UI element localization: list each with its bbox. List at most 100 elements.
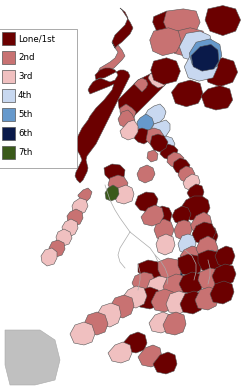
Polygon shape bbox=[163, 312, 186, 335]
Polygon shape bbox=[210, 281, 234, 304]
Polygon shape bbox=[78, 188, 92, 202]
Polygon shape bbox=[201, 85, 233, 110]
Polygon shape bbox=[179, 31, 213, 61]
Polygon shape bbox=[166, 291, 190, 314]
Polygon shape bbox=[198, 250, 222, 272]
Polygon shape bbox=[122, 286, 147, 308]
Polygon shape bbox=[108, 175, 128, 193]
Polygon shape bbox=[120, 120, 138, 140]
Polygon shape bbox=[178, 254, 202, 276]
Polygon shape bbox=[112, 8, 133, 48]
Polygon shape bbox=[138, 345, 162, 367]
Text: 7th: 7th bbox=[18, 148, 32, 157]
Polygon shape bbox=[145, 104, 166, 124]
Polygon shape bbox=[147, 150, 158, 162]
Polygon shape bbox=[147, 276, 172, 298]
Polygon shape bbox=[172, 80, 203, 107]
Text: 2nd: 2nd bbox=[18, 53, 34, 62]
Polygon shape bbox=[191, 44, 219, 71]
Polygon shape bbox=[189, 39, 222, 70]
Polygon shape bbox=[164, 9, 200, 37]
Bar bbox=[2, 127, 15, 140]
Polygon shape bbox=[174, 220, 192, 240]
Polygon shape bbox=[109, 295, 134, 318]
Polygon shape bbox=[118, 68, 172, 120]
Polygon shape bbox=[180, 291, 204, 314]
Polygon shape bbox=[158, 258, 182, 280]
Polygon shape bbox=[182, 196, 210, 220]
Polygon shape bbox=[151, 58, 180, 85]
Polygon shape bbox=[148, 72, 168, 88]
Polygon shape bbox=[134, 128, 152, 144]
Polygon shape bbox=[72, 198, 88, 215]
Polygon shape bbox=[152, 206, 172, 226]
Polygon shape bbox=[150, 134, 168, 152]
Polygon shape bbox=[178, 234, 196, 254]
Polygon shape bbox=[5, 330, 60, 385]
Polygon shape bbox=[200, 250, 222, 274]
FancyBboxPatch shape bbox=[0, 29, 77, 168]
Bar bbox=[2, 108, 15, 121]
Polygon shape bbox=[156, 136, 175, 154]
Polygon shape bbox=[118, 110, 135, 128]
Polygon shape bbox=[196, 236, 218, 260]
Polygon shape bbox=[137, 165, 155, 183]
Polygon shape bbox=[138, 260, 164, 280]
Polygon shape bbox=[180, 246, 202, 267]
Polygon shape bbox=[149, 312, 172, 333]
Polygon shape bbox=[151, 289, 176, 312]
Polygon shape bbox=[161, 266, 183, 287]
Polygon shape bbox=[153, 11, 183, 34]
Polygon shape bbox=[114, 185, 134, 204]
Polygon shape bbox=[196, 226, 218, 248]
Bar bbox=[2, 51, 15, 64]
Polygon shape bbox=[123, 332, 147, 353]
Polygon shape bbox=[132, 272, 156, 293]
Polygon shape bbox=[135, 192, 158, 212]
Polygon shape bbox=[195, 287, 219, 310]
Polygon shape bbox=[163, 274, 188, 297]
Polygon shape bbox=[178, 166, 195, 183]
Polygon shape bbox=[67, 209, 83, 226]
Bar bbox=[2, 70, 15, 83]
Polygon shape bbox=[153, 352, 177, 374]
Polygon shape bbox=[170, 28, 206, 57]
Polygon shape bbox=[160, 144, 178, 160]
Polygon shape bbox=[151, 120, 170, 138]
Polygon shape bbox=[137, 114, 154, 132]
Polygon shape bbox=[173, 158, 190, 175]
Polygon shape bbox=[212, 264, 236, 286]
Polygon shape bbox=[183, 174, 200, 191]
Bar bbox=[2, 89, 15, 102]
Polygon shape bbox=[187, 184, 204, 200]
Polygon shape bbox=[204, 58, 238, 87]
Polygon shape bbox=[84, 312, 108, 335]
Polygon shape bbox=[205, 5, 240, 35]
Polygon shape bbox=[136, 287, 161, 309]
Polygon shape bbox=[108, 342, 132, 363]
Polygon shape bbox=[154, 219, 174, 241]
Polygon shape bbox=[190, 212, 212, 235]
Polygon shape bbox=[41, 248, 57, 266]
Bar bbox=[2, 32, 15, 45]
Polygon shape bbox=[104, 164, 125, 181]
Text: 5th: 5th bbox=[18, 110, 32, 119]
Polygon shape bbox=[49, 240, 65, 257]
Polygon shape bbox=[56, 229, 72, 246]
Polygon shape bbox=[141, 205, 164, 226]
Polygon shape bbox=[120, 104, 136, 122]
Text: 4th: 4th bbox=[18, 91, 32, 100]
Text: 6th: 6th bbox=[18, 129, 32, 138]
Polygon shape bbox=[146, 128, 164, 146]
Polygon shape bbox=[184, 52, 218, 81]
Polygon shape bbox=[150, 28, 181, 56]
Polygon shape bbox=[167, 152, 184, 168]
Polygon shape bbox=[172, 206, 191, 225]
Polygon shape bbox=[215, 246, 235, 268]
Polygon shape bbox=[156, 234, 175, 255]
Polygon shape bbox=[192, 222, 216, 244]
Text: Lone/1st: Lone/1st bbox=[18, 34, 55, 43]
Polygon shape bbox=[105, 185, 119, 201]
Polygon shape bbox=[198, 268, 222, 290]
Polygon shape bbox=[70, 322, 95, 345]
